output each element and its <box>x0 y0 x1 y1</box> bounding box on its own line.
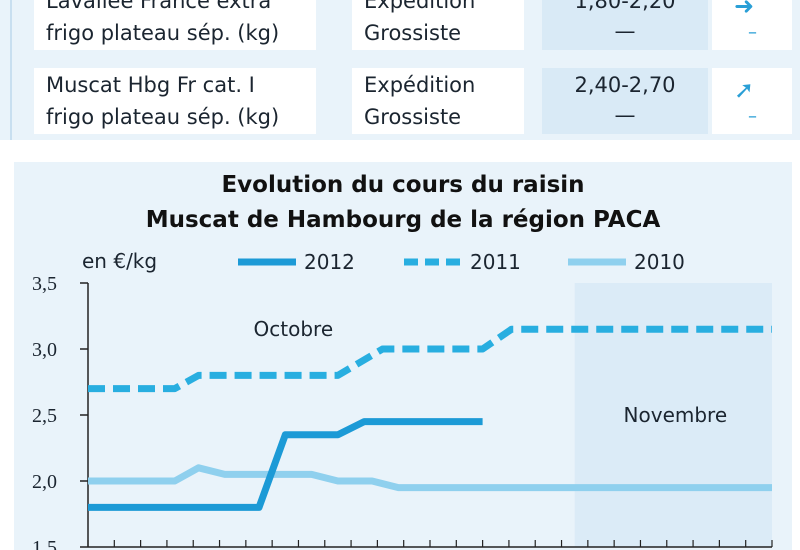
market-stage: Expédition Grossiste <box>364 0 476 45</box>
price-dash: — <box>614 103 636 127</box>
market-stage: Expédition Grossiste <box>364 73 476 129</box>
y-tick-label: 3,0 <box>32 339 57 361</box>
legend-label-2012: 2012 <box>304 250 355 274</box>
series-line-2010 <box>88 464 772 492</box>
trend-dash: – <box>748 106 757 127</box>
table-row: Muscat Hbg Fr cat. I frigo plateau sép. … <box>0 68 800 134</box>
stage-cell: Expédition Grossiste <box>352 68 524 134</box>
legend-label-2011: 2011 <box>470 250 521 274</box>
y-tick-label: 3,5 <box>32 273 57 295</box>
price-table: Lavallée France extra frigo plateau sép.… <box>0 0 800 140</box>
product-name: Muscat Hbg Fr cat. I frigo plateau sép. … <box>46 73 280 129</box>
legend-label-2010: 2010 <box>634 250 685 274</box>
price-cell: 2,40-2,70 — <box>542 68 708 134</box>
price-dash: — <box>614 19 636 43</box>
table-left-border <box>10 0 12 140</box>
trend-dash: – <box>748 22 757 43</box>
y-axis-label: en €/kg <box>82 249 157 273</box>
stage-cell: Expédition Grossiste <box>352 0 524 50</box>
chart-subtitle: Muscat de Hambourg de la région PACA <box>145 207 661 233</box>
product-cell: Muscat Hbg Fr cat. I frigo plateau sép. … <box>34 68 316 134</box>
arrow-right-icon: ➜ <box>734 0 755 20</box>
trend-cell: ➜ – <box>712 0 792 50</box>
y-tick-label: 1,5 <box>32 537 57 550</box>
chart-title: Evolution du cours du raisin <box>221 172 585 198</box>
product-cell: Lavallée France extra frigo plateau sép.… <box>34 0 316 50</box>
y-tick-label: 2,5 <box>32 405 57 427</box>
series-line-2011 <box>88 325 772 393</box>
table-row: Lavallée France extra frigo plateau sép.… <box>0 0 800 50</box>
month-label: Novembre <box>624 403 728 427</box>
y-tick-label: 2,0 <box>32 471 57 493</box>
series-line-2012 <box>88 418 483 511</box>
trend-cell: ➚ – <box>712 68 792 134</box>
month-label: Octobre <box>254 317 334 341</box>
arrow-up-right-icon: ➚ <box>734 76 755 104</box>
price-cell: 1,80-2,20 — <box>542 0 708 50</box>
product-name: Lavallée France extra frigo plateau sép.… <box>46 0 280 45</box>
price-range: 1,80-2,20 <box>574 0 676 13</box>
price-range: 2,40-2,70 <box>574 73 676 97</box>
